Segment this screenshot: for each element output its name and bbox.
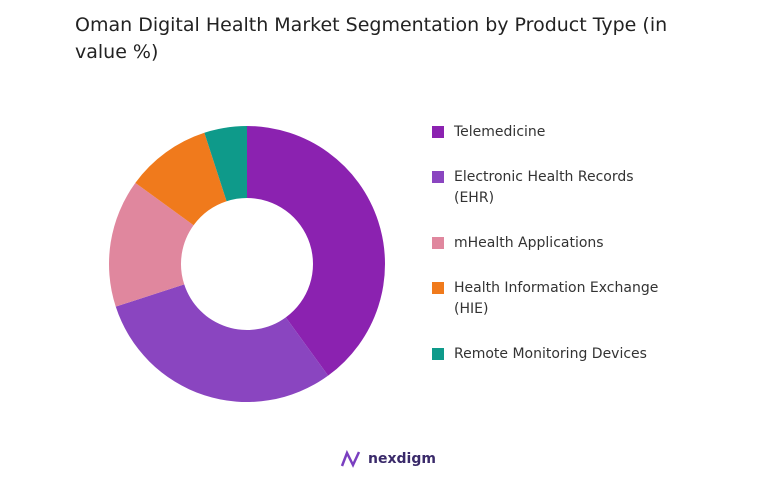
legend-swatch <box>432 348 444 360</box>
legend-swatch <box>432 126 444 138</box>
legend-item: Remote Monitoring Devices <box>432 344 692 365</box>
legend-label: Electronic Health Records (EHR) <box>454 169 634 206</box>
donut-segment <box>109 182 194 307</box>
logo: nexdigm <box>340 450 436 468</box>
donut-segment <box>204 126 247 202</box>
legend-item: Telemedicine <box>432 122 692 143</box>
chart-title: Oman Digital Health Market Segmentation … <box>75 14 668 63</box>
legend-label: Telemedicine <box>454 124 546 140</box>
legend-label: Remote Monitoring Devices <box>454 346 647 362</box>
legend: Telemedicine Electronic Health Records (E… <box>432 122 692 389</box>
legend-swatch <box>432 237 444 249</box>
logo-text: nexdigm <box>368 451 436 467</box>
legend-swatch <box>432 171 444 183</box>
legend-label: Health Information Exchange (HIE) <box>454 280 659 317</box>
legend-item: Health Information Exchange (HIE) <box>432 278 692 320</box>
legend-item: mHealth Applications <box>432 233 692 254</box>
donut-segment <box>115 284 329 402</box>
donut-segment <box>247 126 386 376</box>
legend-item: Electronic Health Records (EHR) <box>432 167 692 209</box>
logo-icon <box>340 450 361 468</box>
legend-swatch <box>432 282 444 294</box>
donut-segment <box>135 132 227 226</box>
legend-label: mHealth Applications <box>454 235 604 251</box>
